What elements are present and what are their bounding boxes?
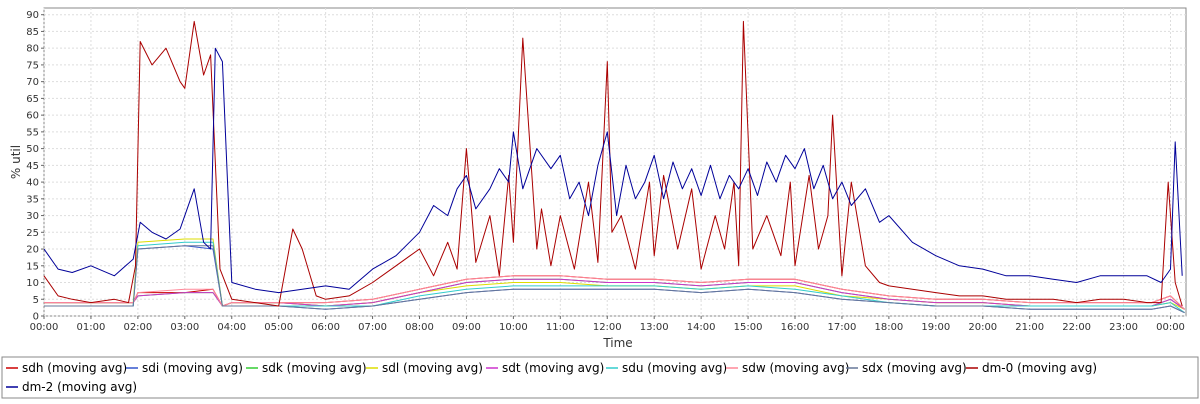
y-tick-label: 75 [26, 60, 39, 71]
y-tick-label: 90 [26, 10, 39, 21]
y-tick-label: 60 [26, 111, 39, 122]
x-tick-label: 04:00 [217, 322, 246, 333]
x-tick-label: 10:00 [499, 322, 528, 333]
x-tick-label: 13:00 [640, 322, 669, 333]
y-tick-label: 80 [26, 44, 39, 55]
x-tick-label: 01:00 [77, 322, 106, 333]
y-tick-label: 5 [33, 295, 39, 306]
y-tick-label: 25 [26, 228, 39, 239]
y-tick-label: 20 [26, 245, 39, 256]
x-tick-label: 16:00 [781, 322, 810, 333]
x-tick-label: 00:00 [30, 322, 59, 333]
series-line-9 [43, 47, 1183, 294]
legend: sdh (moving avg) sdi (moving avg) sdk (mov… [6, 361, 1097, 394]
y-tick-label: 45 [26, 161, 39, 172]
x-tick-label: 12:00 [593, 322, 622, 333]
x-axis: 00:00 01:00 02:00 03:00 04:00 05:00 06:00 07:00… [30, 316, 1185, 333]
x-tick-label: 07:00 [358, 322, 387, 333]
x-tick-label: 21:00 [1015, 322, 1044, 333]
legend-label: sdi (moving avg) [142, 361, 243, 375]
plot-area [43, 7, 1187, 317]
y-tick-label: 10 [26, 278, 39, 289]
y-tick-label: 85 [26, 27, 39, 38]
y-axis-label: % util [9, 145, 23, 179]
series-line-7 [44, 245, 1185, 314]
x-tick-label: 23:00 [1109, 322, 1138, 333]
x-tick-label: 09:00 [452, 322, 481, 333]
y-tick-label: 70 [26, 77, 39, 88]
legend-label: sdw (moving avg) [742, 361, 849, 375]
x-tick-label: 00:00 [1156, 322, 1185, 333]
x-tick-label: 20:00 [968, 322, 997, 333]
x-tick-label: 17:00 [828, 322, 857, 333]
x-axis-label: Time [602, 336, 632, 350]
legend-label: sdt (moving avg) [502, 361, 604, 375]
x-tick-label: 22:00 [1062, 322, 1091, 333]
series-line-8 [43, 20, 1183, 307]
grid [43, 8, 1186, 317]
series-line-6 [44, 275, 1185, 310]
x-tick-label: 19:00 [921, 322, 950, 333]
x-tick-label: 06:00 [311, 322, 340, 333]
y-tick-label: 35 [26, 194, 39, 205]
y-tick-label: 30 [26, 211, 39, 222]
x-tick-label: 03:00 [170, 322, 199, 333]
y-tick-label: 40 [26, 178, 39, 189]
x-tick-label: 11:00 [546, 322, 575, 333]
y-tick-label: 55 [26, 127, 39, 138]
y-tick-label: 65 [26, 94, 39, 105]
x-tick-label: 05:00 [264, 322, 293, 333]
y-axis: 0 5 10 15 20 25 30 35 40 45 50 55 60 65 70 75 80 85 90 [26, 10, 44, 323]
legend-label: sdk (moving avg) [262, 361, 367, 375]
x-tick-label: 08:00 [405, 322, 434, 333]
y-tick-label: 50 [26, 144, 39, 155]
legend-label: sdx (moving avg) [862, 361, 967, 375]
legend-label: sdu (moving avg) [622, 361, 727, 375]
y-tick-label: 15 [26, 261, 39, 272]
legend-box [1, 356, 1199, 399]
x-tick-label: 02:00 [123, 322, 152, 333]
x-tick-label: 18:00 [874, 322, 903, 333]
legend-label: dm-0 (moving avg) [982, 361, 1097, 375]
series-line-5 [44, 241, 1185, 314]
x-tick-label: 15:00 [734, 322, 763, 333]
legend-label: dm-2 (moving avg) [22, 380, 137, 394]
series-lines [43, 20, 1185, 314]
legend-label: sdh (moving avg) [22, 361, 127, 375]
x-tick-label: 14:00 [687, 322, 716, 333]
legend-label: sdl (moving avg) [382, 361, 483, 375]
y-tick-label: 0 [33, 312, 39, 323]
